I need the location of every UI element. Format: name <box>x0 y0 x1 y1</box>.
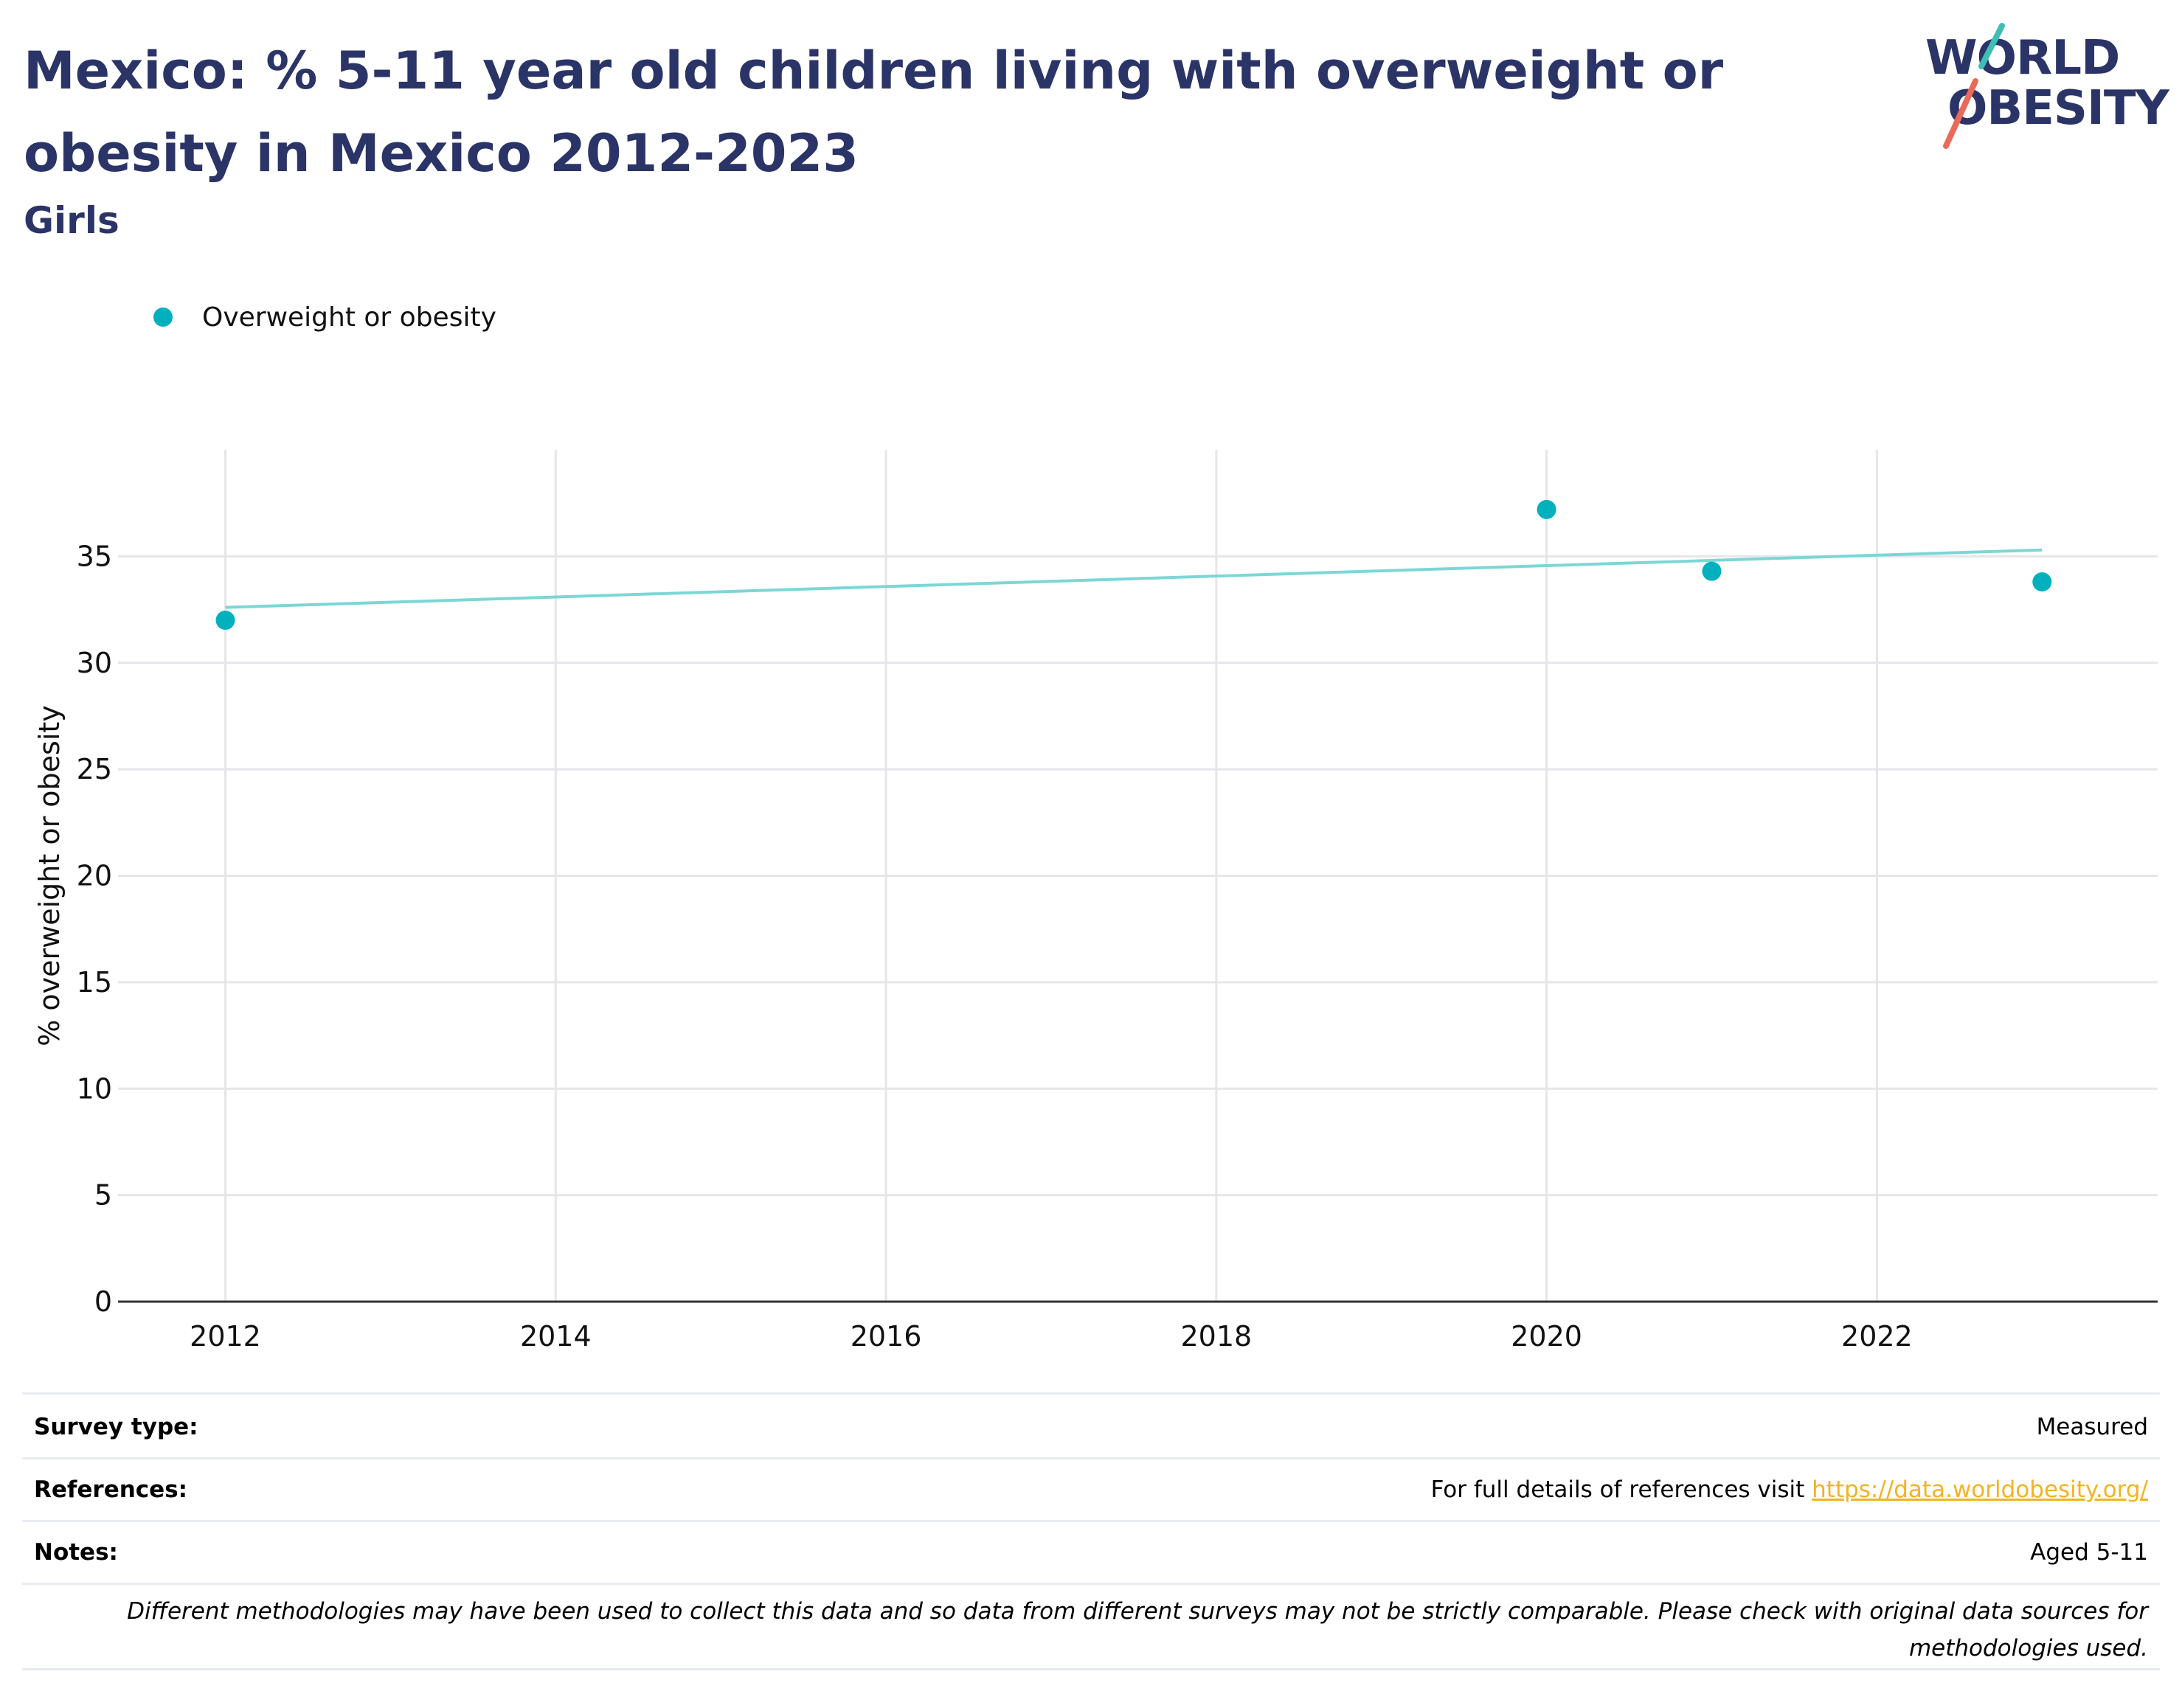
x-tick-label: 2012 <box>190 1320 261 1353</box>
logo-line-2: OBESITY <box>1947 81 2169 136</box>
meta-references: References: For full details of referenc… <box>22 1459 2160 1522</box>
y-tick-label: 25 <box>77 753 112 785</box>
y-tick-label: 30 <box>77 647 112 679</box>
data-points <box>215 499 2052 630</box>
logo-slash-icon <box>1943 23 2005 149</box>
data-point <box>215 611 235 630</box>
y-tick-label: 5 <box>94 1179 112 1212</box>
data-point <box>1702 561 1722 581</box>
meta-notes-value: Aged 5-11 <box>2030 1539 2148 1566</box>
logo-line-1: WORLD <box>1925 31 2120 86</box>
meta-references-label: References: <box>34 1476 188 1503</box>
meta-notes: Notes: Aged 5-11 <box>22 1522 2160 1585</box>
trend-line <box>225 548 2043 609</box>
trendline <box>225 548 2043 609</box>
x-tick-label: 2014 <box>520 1320 592 1353</box>
data-point <box>2032 572 2052 592</box>
meta-divider <box>22 1392 2160 1395</box>
y-axis-label: % overweight or obesity <box>33 705 66 1046</box>
axes: 2012 2014 2016 2018 2020 2022 0 5 10 15 20 25 30 35 <box>77 540 2158 1353</box>
chart-plot-area: 2012 2014 2016 2018 2020 2022 0 5 10 15 20 25 30 35 %… <box>33 450 2158 1353</box>
meta-survey-type-value: Measured <box>2036 1414 2148 1440</box>
chart-legend[interactable]: Overweight or obesity <box>153 295 496 339</box>
y-tick-label: 0 <box>94 1285 112 1318</box>
meta-references-text: For full details of references visit <box>1430 1476 1812 1503</box>
x-tick-label: 2018 <box>1180 1320 1252 1353</box>
y-tick-label: 20 <box>77 860 112 892</box>
y-tick-label: 10 <box>77 1072 112 1105</box>
footer-divider <box>22 1668 2160 1670</box>
meta-notes-label: Notes: <box>34 1539 118 1566</box>
x-tick-label: 2020 <box>1511 1320 1582 1353</box>
world-obesity-logo: WORLD OBESITY <box>1925 22 2169 155</box>
data-point <box>1537 499 1556 519</box>
x-tick-label: 2016 <box>851 1320 922 1353</box>
y-tick-label: 15 <box>77 966 112 999</box>
methodology-disclaimer: Different methodologies may have been us… <box>127 1598 2148 1662</box>
references-link[interactable]: https://data.worldobesity.org/ <box>1812 1476 2148 1503</box>
chart-title: Mexico: % 5-11 year old children living … <box>24 41 1724 184</box>
meta-survey-type: Survey type: Measured <box>22 1397 2160 1459</box>
legend-label: Overweight or obesity <box>202 302 496 333</box>
meta-references-value: For full details of references visit htt… <box>1431 1476 2160 1503</box>
y-tick-label: 35 <box>77 540 112 572</box>
legend-marker <box>153 308 173 327</box>
x-tick-label: 2022 <box>1841 1320 1913 1353</box>
chart-subtitle: Girls <box>24 199 120 242</box>
meta-survey-type-label: Survey type: <box>34 1414 198 1440</box>
grid-lines <box>118 450 2158 1302</box>
